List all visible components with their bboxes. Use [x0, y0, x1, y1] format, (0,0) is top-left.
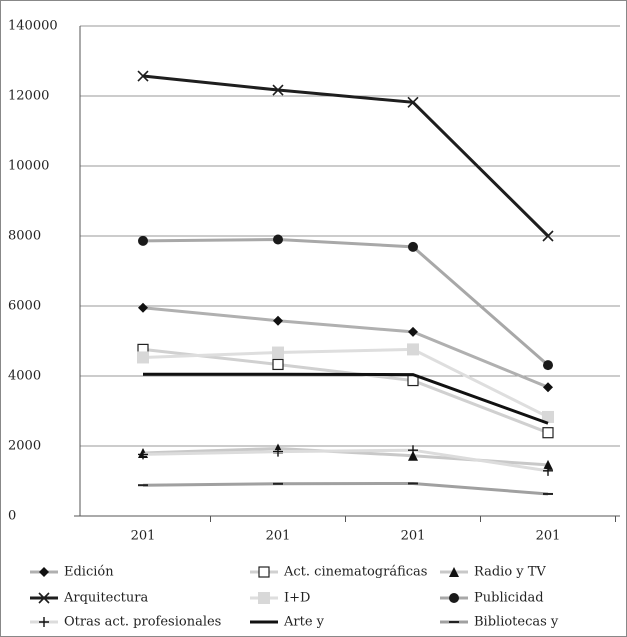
legend-label: I+D [284, 591, 310, 606]
y-tick-label: 140000 [8, 19, 58, 34]
marker [272, 358, 284, 371]
marker [138, 302, 148, 313]
series [137, 70, 554, 242]
marker [542, 410, 554, 423]
marker [258, 592, 270, 604]
series-line [142, 448, 549, 473]
series [137, 343, 554, 423]
series-line [142, 237, 549, 367]
series-line [143, 372, 549, 425]
marker [543, 465, 553, 476]
series [138, 445, 553, 476]
legend-item: Radio y TV [440, 565, 546, 580]
marker [138, 449, 148, 460]
marker [449, 567, 459, 577]
marker [39, 617, 49, 627]
marker [408, 326, 418, 337]
legend-item: Act. cinematográficas [250, 565, 427, 580]
marker [449, 593, 459, 603]
y-tick-label: 12000 [8, 89, 49, 104]
marker [137, 70, 149, 82]
legend-label: Publicidad [474, 591, 544, 606]
marker [273, 234, 283, 245]
legend-label: Edición [64, 565, 114, 580]
series [137, 343, 554, 439]
marker [137, 351, 149, 364]
marker [407, 96, 419, 108]
legend-label: Bibliotecas y [474, 615, 559, 630]
x-tick-label: 201 [266, 529, 291, 544]
series [138, 481, 553, 496]
x-tick-label: 201 [131, 529, 156, 544]
legend-item: Arte y [250, 615, 325, 630]
marker [273, 315, 283, 326]
y-tick-label: 4000 [8, 369, 41, 384]
series [143, 372, 549, 425]
series-line [142, 306, 549, 389]
y-tick-label: 0 [8, 509, 16, 524]
y-tick-label: 8000 [8, 229, 41, 244]
marker [272, 84, 284, 96]
marker [542, 427, 554, 439]
marker [138, 235, 148, 246]
y-tick-label: 2000 [8, 439, 41, 454]
legend-item: Otras act. profesionales [30, 615, 221, 630]
marker [258, 566, 270, 578]
series [138, 234, 553, 371]
marker [408, 241, 418, 252]
marker [542, 230, 554, 242]
y-tick-label: 6000 [8, 299, 41, 314]
marker [543, 382, 553, 393]
series-line [142, 347, 549, 435]
legend-label: Act. cinematográficas [283, 565, 427, 580]
marker [543, 360, 553, 371]
series-line [142, 347, 549, 419]
y-tick-label: 10000 [8, 159, 49, 174]
marker [408, 445, 418, 456]
marker [272, 346, 284, 359]
marker [543, 459, 553, 470]
legend-label: Arquitectura [63, 591, 148, 606]
legend-item: Publicidad [440, 591, 544, 606]
legend-item: Bibliotecas y [440, 615, 559, 630]
legend-label: Arte y [283, 615, 325, 630]
legend-item: Arquitectura [30, 591, 148, 606]
marker [39, 567, 49, 577]
legend-item: Edición [30, 565, 114, 580]
legend-label: Otras act. profesionales [64, 615, 221, 630]
x-tick-label: 201 [401, 529, 426, 544]
marker [407, 343, 419, 356]
series-line [142, 481, 549, 496]
marker [273, 446, 283, 457]
series-line [142, 74, 550, 238]
marker [408, 450, 418, 461]
legend-label: Radio y TV [474, 565, 546, 580]
marker [38, 592, 50, 604]
series [138, 302, 553, 393]
x-tick-label: 201 [536, 529, 561, 544]
legend-item: I+D [250, 591, 310, 606]
